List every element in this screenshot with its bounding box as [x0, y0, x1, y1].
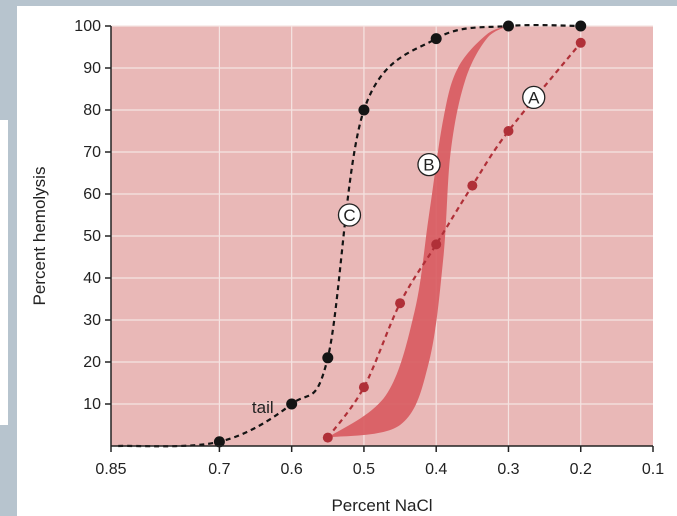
y-tick-label: 30 — [83, 312, 101, 329]
y-tick-label: 20 — [83, 354, 101, 371]
hemolysis-chart: 0.85 0.7 0.6 0.5 0.4 0.3 0.2 0.1 10 20 30 40 50 60 70 8… — [30, 18, 664, 515]
band-group — [327, 26, 509, 438]
data-point-A — [358, 382, 369, 393]
x-tick-label: 0.5 — [353, 461, 375, 478]
data-point-A — [395, 298, 406, 309]
band-B — [327, 26, 509, 438]
data-point-A — [431, 239, 442, 250]
figure-panel: 0.85 0.7 0.6 0.5 0.4 0.3 0.2 0.1 10 20 30 40 50 60 70 8… — [17, 6, 677, 516]
y-tick-label: 100 — [74, 18, 101, 35]
left-edge-bar — [0, 120, 8, 425]
y-tick-label: 90 — [83, 60, 101, 77]
x-tick-label: 0.2 — [570, 461, 592, 478]
annotation-label-C: C — [343, 206, 355, 225]
annotation-label-A: A — [528, 88, 540, 107]
data-point-C — [322, 352, 334, 364]
y-tick-label: 40 — [83, 270, 101, 287]
x-tick-label: 0.3 — [497, 461, 519, 478]
x-tick-label: 0.85 — [95, 461, 126, 478]
annotation-circle-A — [522, 85, 546, 110]
data-point-C — [286, 398, 298, 410]
data-point-A — [467, 180, 478, 191]
annotation-circle-B — [417, 152, 441, 177]
data-point-A — [503, 126, 514, 136]
y-tick-label: 60 — [83, 186, 101, 203]
data-point-C — [213, 436, 225, 448]
axes-group: 0.85 0.7 0.6 0.5 0.4 0.3 0.2 0.1 10 20 30 40 50 60 70 8… — [74, 18, 664, 478]
x-tick-label: 0.4 — [425, 461, 447, 478]
data-point-A — [575, 37, 586, 48]
annotation-label-B: B — [423, 156, 434, 175]
data-point-C — [358, 104, 370, 116]
data-point-A — [322, 432, 333, 443]
y-tick-label: 70 — [83, 144, 101, 161]
x-axis-title: Percent NaCl — [331, 496, 432, 515]
x-tick-label: 0.1 — [642, 461, 664, 478]
annotation-circle-C — [337, 203, 362, 227]
x-tick-label: 0.6 — [281, 461, 303, 478]
data-point-C — [575, 20, 587, 32]
data-point-C — [430, 33, 442, 45]
annotation-label-tail: tail — [252, 398, 274, 417]
x-tick-label: 0.7 — [208, 461, 230, 478]
y-axis-title: Percent hemolysis — [30, 167, 49, 306]
data-point-C — [502, 20, 514, 32]
y-tick-label: 10 — [83, 396, 101, 413]
series-group — [118, 20, 587, 448]
y-tick-label: 50 — [83, 228, 101, 245]
grid-lines — [111, 25, 653, 446]
y-tick-label: 80 — [83, 102, 101, 119]
series-line-C — [118, 23, 581, 448]
